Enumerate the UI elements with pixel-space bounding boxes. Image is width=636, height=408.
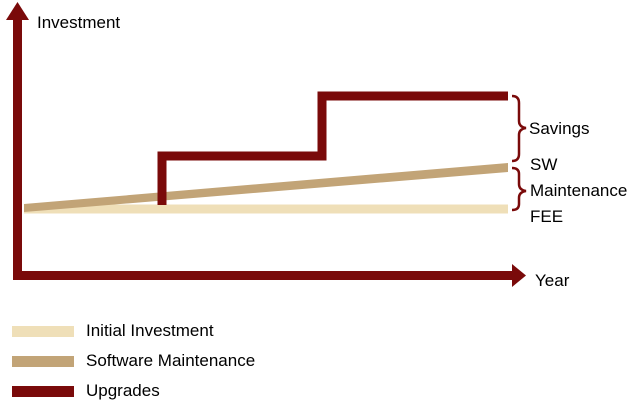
- x-axis: [13, 271, 515, 280]
- savings-brace: [511, 94, 527, 163]
- legend-swatch-software-maintenance: [12, 356, 74, 367]
- legend-label-software-maintenance: Software Maintenance: [86, 351, 256, 370]
- y-axis: [13, 18, 22, 280]
- investment-diagram: Investment Year Savings SW Maintenance F…: [6, 2, 627, 290]
- sw-fee-brace: [511, 166, 527, 212]
- legend-label-upgrades: Upgrades: [86, 381, 160, 400]
- legend-label-initial-investment: Initial Investment: [86, 321, 214, 340]
- x-axis-label: Year: [535, 271, 570, 290]
- software-maintenance-line: [24, 163, 508, 212]
- sw-fee-label-line1: SW: [530, 155, 557, 174]
- y-axis-arrow: [6, 2, 29, 20]
- sw-fee-label-line2: Maintenance: [530, 181, 627, 200]
- legend-swatch-upgrades: [12, 386, 74, 397]
- sw-fee-label-line3: FEE: [530, 207, 563, 226]
- x-axis-arrow: [512, 264, 526, 287]
- y-axis-label: Investment: [37, 13, 120, 32]
- savings-label: Savings: [529, 119, 589, 138]
- legend-swatch-initial-investment: [12, 326, 74, 337]
- upgrades-line: [157, 91, 508, 205]
